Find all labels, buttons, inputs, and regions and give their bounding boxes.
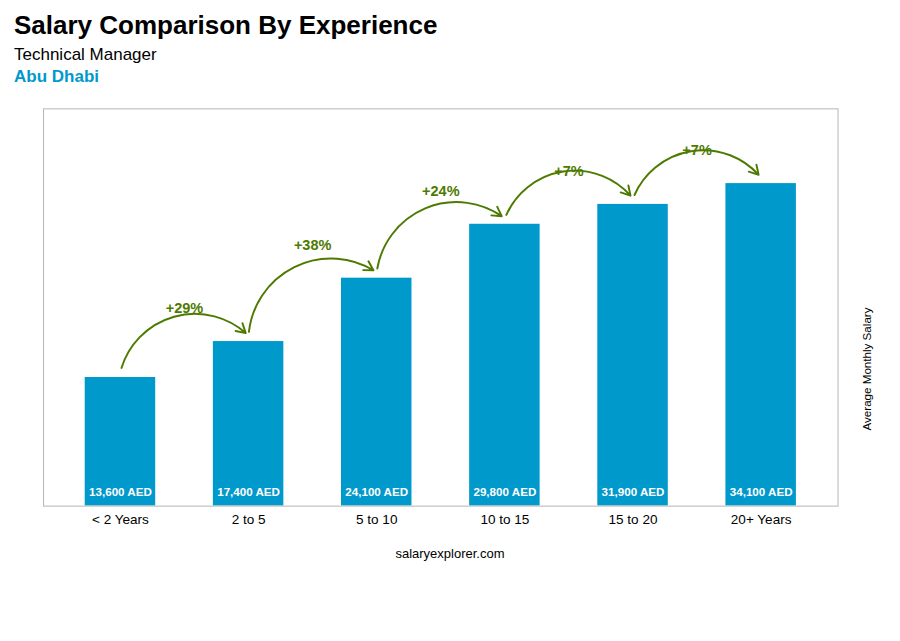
html-text:salaryexplorer.com: salaryexplorer.com [395,546,505,562]
svg-text:29,800 AED: 29,800 AED [473,485,536,498]
svg-text:Average Monthly Salary: Average Monthly Salary [860,307,873,430]
svg-text:< 2 Years: < 2 Years [92,512,149,527]
svg-text:10 to 15: 10 to 15 [480,512,529,527]
svg-text:13,600 AED: 13,600 AED [89,485,152,498]
svg-text:24,100 AED: 24,100 AED [345,485,408,498]
svg-text:34,100 AED: 34,100 AED [730,485,793,498]
html-text:Abu Dhabi: Abu Dhabi [14,67,99,86]
html-text:Salary Comparison By Experienc: Salary Comparison By Experience [14,10,438,40]
svg-text:2 to 5: 2 to 5 [232,512,266,527]
svg-text:5 to 10: 5 to 10 [356,512,397,527]
html-text:Technical Manager: Technical Manager [14,45,157,64]
svg-text:17,400 AED: 17,400 AED [217,485,280,498]
svg-text:+24%: +24% [422,183,460,199]
svg-text:+7%: +7% [682,142,712,158]
svg-text:+38%: +38% [294,237,332,253]
svg-text:31,900 AED: 31,900 AED [602,485,665,498]
svg-text:+7%: +7% [554,163,584,179]
svg-text:+29%: +29% [166,300,204,316]
svg-text:20+ Years: 20+ Years [731,512,792,527]
svg-text:15 to 20: 15 to 20 [609,512,658,527]
